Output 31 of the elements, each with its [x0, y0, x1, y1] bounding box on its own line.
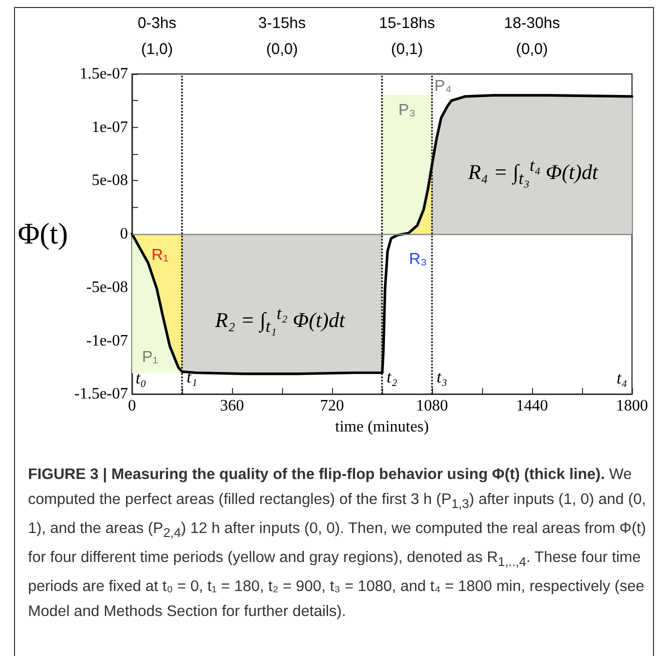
annotation: R₁ — [152, 247, 168, 265]
annotation: P₄ — [434, 78, 452, 96]
annotation: R₃ — [408, 251, 428, 269]
x-tick-label: 360 — [220, 398, 244, 415]
x-tick-label: 1440 — [516, 398, 548, 415]
annotation: P₁ — [142, 349, 158, 367]
text: 3-15hs (0,0) — [258, 14, 306, 60]
y-tick-label: -5e-08 — [86, 278, 128, 296]
text: 0-3hs (1,0) — [138, 14, 176, 60]
x-tick-label: 1800 — [616, 398, 648, 415]
annotation: R₄ = ∫$_{t₃}$$^{t₄}$ Φ(t)dt — [468, 154, 598, 188]
x-axis-title: time (minutes) — [335, 418, 429, 436]
ref-line-label: t₃ — [436, 368, 448, 388]
y-tick-label: 1.5e-07 — [80, 66, 128, 82]
x-tick-label: 1080 — [416, 398, 448, 415]
text: 15-18hs (0,1) — [378, 14, 436, 60]
annotation: R₂ = ∫$_{t₁}$$^{t₂}$ Φ(t)dt — [215, 302, 345, 336]
text: FIGURE 3 | Measuring the quality of the flip-flop behavior using Φ(t) (thick line). — [28, 466, 605, 483]
ref-line-label: t₂ — [386, 368, 398, 388]
x-tick-label: 720 — [320, 398, 344, 415]
annotation: t₀ — [136, 368, 146, 388]
ref-line-label: t₁ — [186, 368, 198, 388]
y-tick-label: -1e-07 — [86, 332, 128, 350]
y-tick-label: -1.5e-07 — [74, 386, 128, 403]
text: 18-30hs (0,0) — [504, 14, 560, 60]
annotation: P₃ — [398, 102, 416, 120]
y-tick-label: 0 — [120, 226, 128, 243]
annotation: t₄ — [616, 368, 628, 388]
y-axis-title: Φ(t) — [18, 218, 68, 251]
y-tick-label: 1e-07 — [92, 118, 128, 136]
y-tick-label: 5e-08 — [92, 172, 128, 190]
